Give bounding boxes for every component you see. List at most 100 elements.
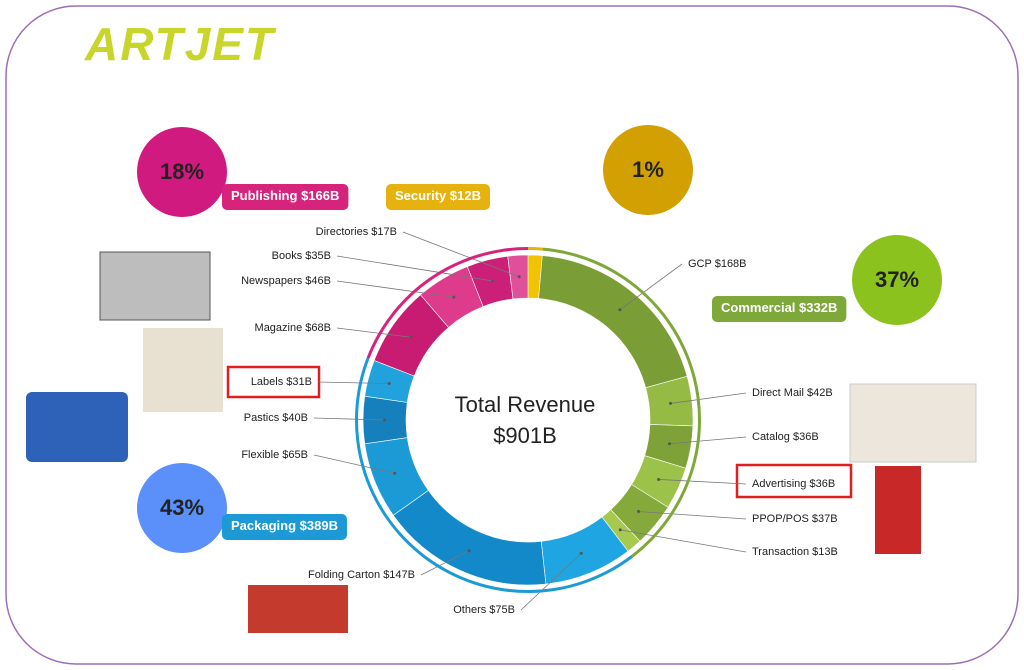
group-label-box [222,184,349,210]
group-name: Packaging [231,518,296,533]
segment-value: $68B [305,322,331,334]
segment-label: Catalog $36B [752,431,819,443]
segment-label: Magazine $68B [255,322,331,334]
group-name: Publishing [231,188,298,203]
pizza-photo [248,585,348,633]
segment-name: Labels [251,376,284,388]
segment-label: Pastics $40B [244,412,308,424]
group-label: Commercial $332B [721,300,837,315]
leader-line [336,280,454,298]
segment-label: Books $35B [272,250,331,262]
segment-value: $46B [305,275,331,287]
segment-label: Folding Carton $147B [308,569,415,581]
leader-line [336,255,493,282]
segment-label: Advertising $36B [752,478,835,490]
segment-label: Transaction $13B [752,546,838,558]
segment-value: $147B [383,569,415,581]
highlight-box [735,463,853,499]
leader-line [520,552,582,611]
leader-line [317,381,390,384]
cookies-photo [26,392,128,462]
group-ring [528,247,544,251]
leader-dot [668,442,672,446]
share-label: 1% [632,157,664,182]
leader-line [420,550,470,576]
leader-dot [383,418,386,422]
segment-name: GCP [688,258,712,270]
segment-label: Newspapers $46B [241,275,331,287]
group-ring [366,247,528,359]
leader-line [313,417,385,421]
frame [5,5,1019,665]
segment-value: $168B [715,258,747,270]
leader-line [638,511,747,520]
leader-dot [393,471,397,475]
segment-value: $13B [812,546,838,558]
group-label: Publishing $166B [231,188,339,203]
segment-name: Books [272,250,303,262]
leader-dot [491,279,495,283]
center-label: Total Revenue [455,392,596,417]
share-bubble [137,127,227,217]
group-name: Commercial [721,300,795,315]
share-label: 18% [160,159,204,184]
leader-dot [452,295,456,299]
leader-line [336,327,411,338]
segment-label: Flexible $65B [241,449,308,461]
segment-value: $17B [371,226,397,238]
leader-line [669,436,747,445]
leader-dot [657,477,661,481]
leader-dot [618,308,622,312]
logo: ARTJET [84,18,277,70]
bottles-photo [143,328,223,412]
segment-name: Transaction [752,546,809,558]
leader-dot [637,509,641,513]
display-photo [875,466,921,554]
share-bubble [137,463,227,553]
share-bubble [603,125,693,215]
segment-name: Flexible [241,449,279,461]
center-total: $901B [493,423,557,448]
segment-name: PPOP/POS [752,513,809,525]
share-label: 43% [160,495,204,520]
segment-value: $31B [286,376,312,388]
group-name: Security [395,188,447,203]
share-bubble [852,235,942,325]
segment-value: $35B [305,250,331,262]
leader-line [402,231,520,278]
segment-name: Advertising [752,478,806,490]
group-label-box [385,184,490,210]
group-label-box [712,296,847,322]
segment-label: PPOP/POS $37B [752,513,838,525]
leader-dot [387,382,391,386]
leader-line [619,263,683,311]
segment-label: Direct Mail $42B [752,387,833,399]
leader-dot [467,549,471,553]
segment-name: Directories [316,226,369,238]
segment-value: $42B [807,387,833,399]
catalog-photo [849,383,977,463]
group-label: Security $12B [395,188,481,203]
segment-value: $65B [282,449,308,461]
leader-line [670,392,747,404]
leader-dot [669,401,673,405]
newspaper-photo [99,251,211,321]
segment-name: Pastics [244,412,280,424]
group-total: $332B [799,300,837,315]
leader-line [658,479,747,485]
segment-label: Directories $17B [316,226,397,238]
segment-name: Catalog [752,431,790,443]
leader-dot [618,528,622,532]
segment-name: Folding Carton [308,569,380,581]
leader-dot [517,275,521,279]
group-total: $12B [450,188,481,203]
leader-dot [409,335,413,339]
segment-label: GCP $168B [688,258,747,270]
segment-value: $36B [809,478,835,490]
segment-value: $36B [793,431,819,443]
leader-dot [579,551,583,555]
segment-label: Others $75B [453,604,515,616]
segment-label: Labels $31B [251,376,312,388]
segment-value: $75B [489,604,515,616]
